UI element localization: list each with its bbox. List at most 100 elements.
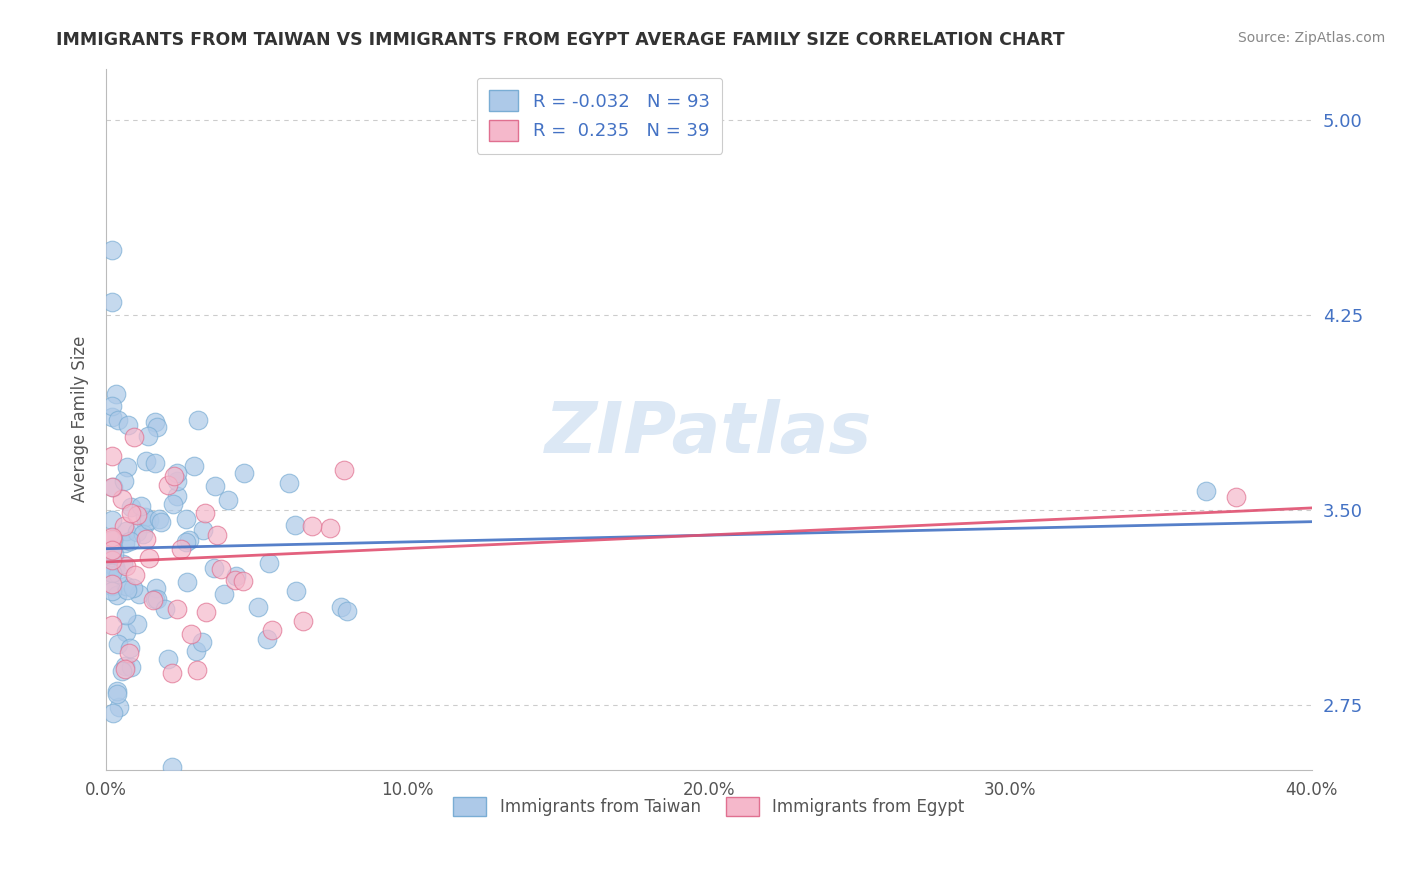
Point (256, 632, 278, 647)
Point (180, 627, 202, 641)
Point (135, 532, 157, 546)
Point (120, 659, 142, 673)
Point (105, 684, 128, 698)
Point (115, 608, 138, 623)
Text: Source: ZipAtlas.com: Source: ZipAtlas.com (1237, 31, 1385, 45)
Point (101, 295, 124, 310)
Point (128, 587, 150, 601)
Point (166, 467, 188, 481)
Point (166, 488, 188, 502)
Point (277, 476, 299, 491)
Point (285, 583, 308, 598)
Point (124, 567, 146, 582)
Point (162, 497, 184, 511)
Point (134, 510, 156, 524)
Point (225, 568, 247, 582)
Point (132, 527, 155, 541)
Point (1195, 484, 1218, 499)
Point (191, 523, 214, 537)
Point (145, 581, 167, 595)
Point (117, 582, 139, 597)
Point (105, 688, 128, 702)
Point (142, 593, 165, 607)
Point (157, 478, 180, 492)
Point (194, 605, 217, 619)
Point (1225, 490, 1247, 504)
Point (120, 506, 142, 520)
Point (105, 588, 128, 602)
Point (163, 469, 186, 483)
Point (336, 604, 359, 618)
Point (101, 480, 124, 494)
Point (104, 560, 127, 574)
Point (118, 646, 141, 660)
Point (125, 616, 148, 631)
Point (105, 387, 128, 401)
Point (107, 413, 129, 427)
Point (117, 418, 139, 433)
Point (101, 513, 124, 527)
Point (107, 637, 129, 651)
Point (114, 658, 136, 673)
Point (330, 599, 353, 614)
Point (101, 399, 124, 413)
Point (111, 491, 134, 506)
Point (194, 506, 217, 520)
Point (205, 528, 228, 542)
Point (179, 533, 201, 548)
Point (135, 454, 157, 468)
Point (101, 706, 124, 720)
Point (118, 533, 141, 548)
Point (104, 560, 127, 574)
Point (145, 415, 167, 429)
Point (333, 463, 356, 477)
Point (145, 591, 167, 606)
Point (107, 566, 129, 581)
Point (101, 533, 124, 547)
Point (174, 535, 197, 549)
Point (186, 663, 208, 677)
Point (190, 634, 212, 648)
Point (114, 535, 136, 549)
Point (257, 556, 280, 570)
Point (292, 614, 315, 628)
Text: IMMIGRANTS FROM TAIWAN VS IMMIGRANTS FROM EGYPT AVERAGE FAMILY SIZE CORRELATION : IMMIGRANTS FROM TAIWAN VS IMMIGRANTS FRO… (56, 31, 1064, 49)
Point (101, 584, 124, 599)
Point (174, 512, 197, 526)
Point (101, 553, 124, 567)
Point (101, 449, 124, 463)
Point (224, 573, 246, 587)
Point (260, 623, 283, 637)
Point (101, 541, 124, 556)
Y-axis label: Average Family Size: Average Family Size (72, 336, 89, 502)
Point (101, 544, 124, 558)
Point (209, 561, 232, 575)
Text: ZIPatlas: ZIPatlas (546, 399, 872, 467)
Point (115, 579, 138, 593)
Point (103, 559, 125, 574)
Point (301, 518, 323, 533)
Point (112, 519, 135, 533)
Point (143, 591, 166, 606)
Point (117, 460, 139, 475)
Point (114, 663, 136, 677)
Point (101, 550, 124, 565)
Point (129, 499, 152, 513)
Point (138, 429, 160, 443)
Point (170, 542, 193, 557)
Point (122, 430, 145, 444)
Point (114, 625, 136, 640)
Point (146, 420, 169, 434)
Point (118, 640, 141, 655)
Point (217, 492, 239, 507)
Point (103, 547, 125, 561)
Point (101, 479, 124, 493)
Point (101, 579, 124, 593)
Point (162, 760, 184, 774)
Point (112, 557, 135, 571)
Point (108, 700, 131, 714)
Point (232, 574, 254, 589)
Point (127, 525, 149, 540)
Point (121, 581, 143, 595)
Point (183, 459, 205, 474)
